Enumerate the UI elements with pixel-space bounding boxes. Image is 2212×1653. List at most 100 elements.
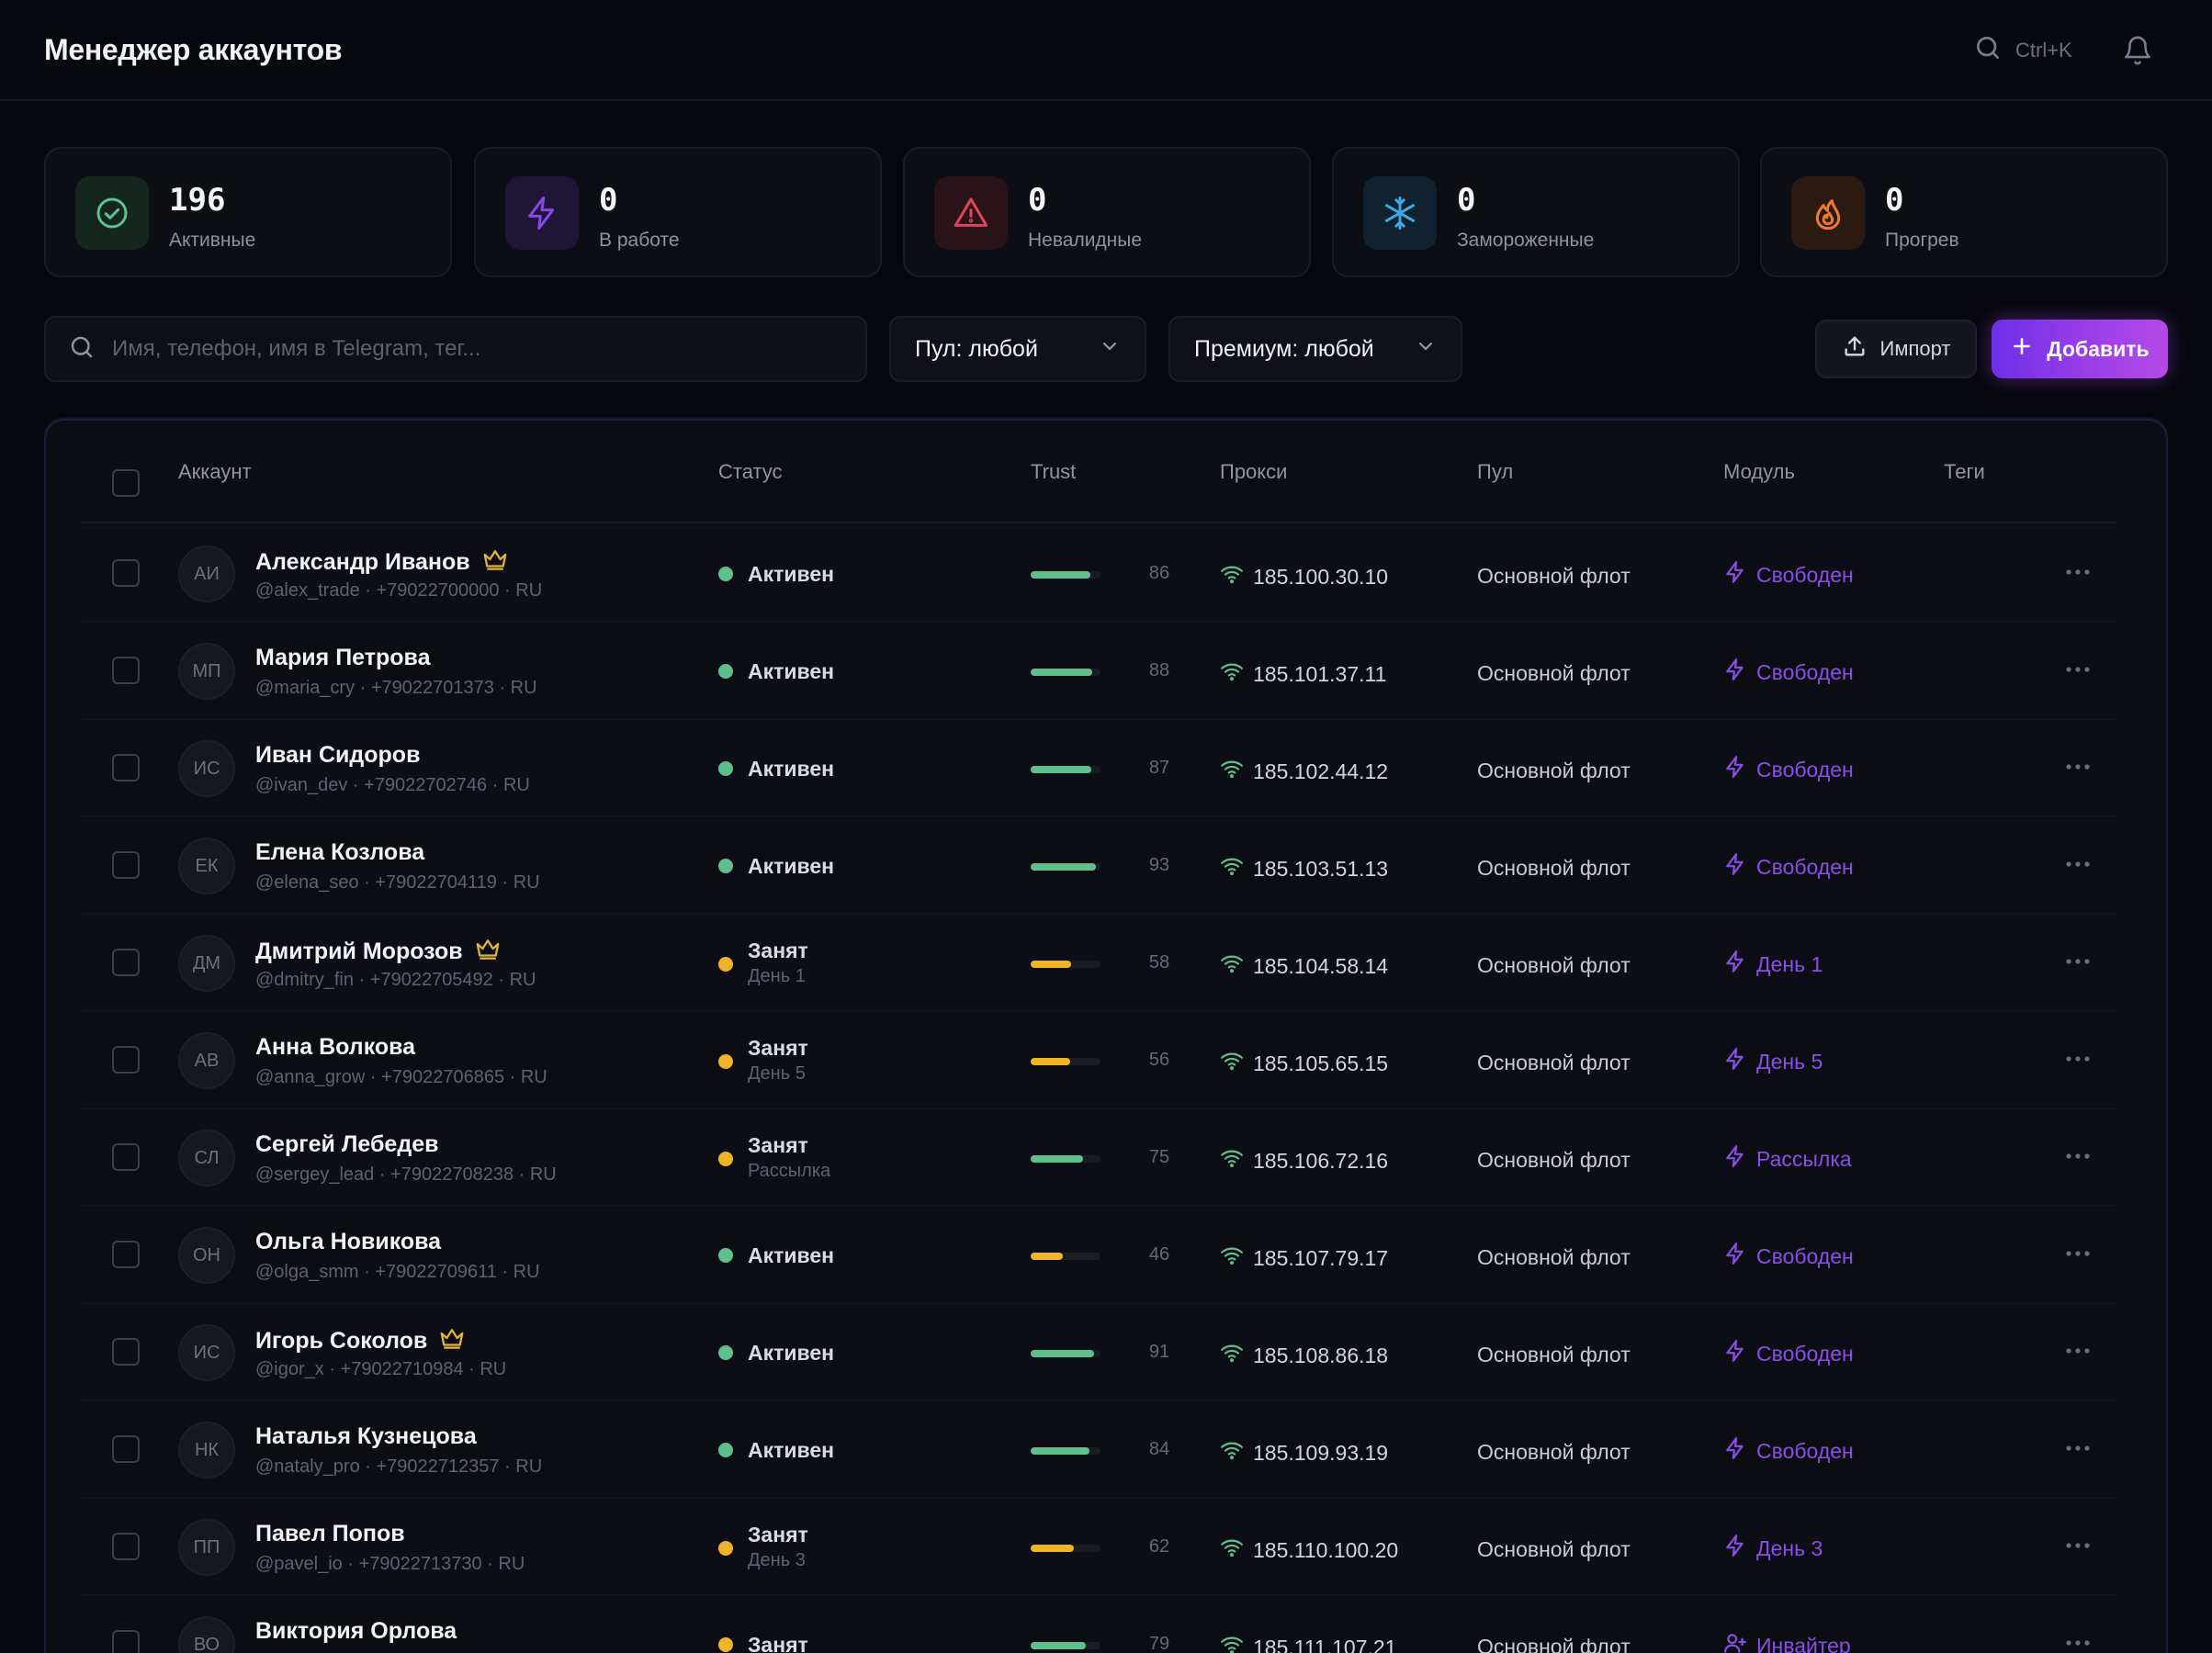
stat-card-invalid[interactable]: 0 Невалидные xyxy=(903,147,1311,277)
row-actions-button[interactable] xyxy=(2061,1629,2094,1653)
table-row[interactable]: ПП Павел Попов @pavel_io · +79022713730 · … xyxy=(81,1499,2116,1596)
row-checkbox[interactable] xyxy=(112,949,140,976)
notifications-button[interactable] xyxy=(2122,35,2153,71)
proxy-cell[interactable]: 185.104.58.14 xyxy=(1220,951,1388,981)
proxy-cell[interactable]: 185.109.93.19 xyxy=(1220,1438,1388,1467)
search-input[interactable] xyxy=(112,336,810,362)
module-link[interactable]: Свободен xyxy=(1723,560,1854,590)
wifi-icon xyxy=(1220,659,1244,689)
stat-card-frozen[interactable]: 0 Замороженные xyxy=(1332,147,1740,277)
module-link[interactable]: Инвайтер xyxy=(1723,1631,1851,1653)
module-link[interactable]: Рассылка xyxy=(1723,1144,1852,1174)
proxy-cell[interactable]: 185.101.37.11 xyxy=(1220,659,1386,689)
column-header-pool[interactable]: Пул xyxy=(1477,460,1514,483)
module-link[interactable]: День 3 xyxy=(1723,1534,1823,1563)
select-all-checkbox[interactable] xyxy=(112,469,140,497)
row-actions-button[interactable] xyxy=(2061,1142,2094,1170)
row-checkbox[interactable] xyxy=(112,1533,140,1560)
row-actions-button[interactable] xyxy=(2061,1045,2094,1073)
row-checkbox[interactable] xyxy=(112,754,140,782)
status-dot xyxy=(718,1637,733,1652)
account-name[interactable]: Елена Козлова xyxy=(255,839,424,866)
account-name[interactable]: Ольга Новикова xyxy=(255,1229,441,1255)
proxy-cell[interactable]: 185.105.65.15 xyxy=(1220,1049,1388,1078)
module-link[interactable]: Свободен xyxy=(1723,658,1854,687)
column-header-trust[interactable]: Trust xyxy=(1031,460,1077,483)
column-header-account[interactable]: Аккаунт xyxy=(178,460,252,483)
table-row[interactable]: ДМ Дмитрий Морозов @dmitry_fin · +79022705… xyxy=(81,915,2116,1012)
table-row[interactable]: ИС Игорь Соколов @igor_x · +79022710984 · … xyxy=(81,1304,2116,1401)
module-link[interactable]: Свободен xyxy=(1723,1242,1854,1271)
pool-filter-dropdown[interactable]: Пул: любой xyxy=(889,316,1146,382)
row-actions-button[interactable] xyxy=(2061,753,2094,781)
column-header-tags[interactable]: Теги xyxy=(1944,460,1985,483)
account-name[interactable]: Александр Иванов xyxy=(255,547,509,578)
account-name[interactable]: Виктория Орлова xyxy=(255,1618,457,1645)
row-checkbox[interactable] xyxy=(112,1046,140,1074)
premium-filter-dropdown[interactable]: Премиум: любой xyxy=(1168,316,1462,382)
row-actions-button[interactable] xyxy=(2061,850,2094,878)
table-row[interactable]: МП Мария Петрова @maria_cry · +79022701373… xyxy=(81,623,2116,720)
table-row[interactable]: СЛ Сергей Лебедев @sergey_lead · +79022708… xyxy=(81,1109,2116,1207)
table-row[interactable]: ИС Иван Сидоров @ivan_dev · +79022702746 ·… xyxy=(81,720,2116,817)
row-actions-button[interactable] xyxy=(2061,1532,2094,1559)
trust-value: 87 xyxy=(1148,758,1170,778)
module-link[interactable]: Свободен xyxy=(1723,852,1854,882)
proxy-cell[interactable]: 185.102.44.12 xyxy=(1220,757,1388,786)
row-checkbox[interactable] xyxy=(112,1241,140,1268)
row-checkbox[interactable] xyxy=(112,1143,140,1171)
table-row[interactable]: НК Наталья Кузнецова @nataly_pro · +790227… xyxy=(81,1401,2116,1499)
row-actions-button[interactable] xyxy=(2061,948,2094,975)
module-label: День 1 xyxy=(1756,951,1823,976)
column-header-proxy[interactable]: Прокси xyxy=(1220,460,1288,483)
proxy-cell[interactable]: 185.110.100.20 xyxy=(1220,1535,1398,1565)
row-actions-button[interactable] xyxy=(2061,1434,2094,1462)
wifi-icon xyxy=(1220,951,1244,981)
account-name[interactable]: Анна Волкова xyxy=(255,1034,415,1061)
proxy-cell[interactable]: 185.100.30.10 xyxy=(1220,562,1388,591)
module-link[interactable]: Свободен xyxy=(1723,1339,1854,1368)
account-name[interactable]: Дмитрий Морозов xyxy=(255,937,502,967)
table-row[interactable]: АВ Анна Волкова @anna_grow · +79022706865 … xyxy=(81,1012,2116,1109)
row-actions-button[interactable] xyxy=(2061,558,2094,586)
row-checkbox[interactable] xyxy=(112,657,140,684)
trust-bar xyxy=(1031,1447,1100,1455)
proxy-cell[interactable]: 185.107.79.17 xyxy=(1220,1243,1388,1273)
stat-card-in-work[interactable]: 0 В работе xyxy=(474,147,882,277)
account-name[interactable]: Игорь Соколов xyxy=(255,1326,466,1356)
global-search-button[interactable]: Ctrl+K xyxy=(1973,33,2072,67)
account-name[interactable]: Мария Петрова xyxy=(255,645,430,671)
proxy-cell[interactable]: 185.111.107.21 xyxy=(1220,1633,1396,1653)
column-header-status[interactable]: Статус xyxy=(718,460,783,483)
row-actions-button[interactable] xyxy=(2061,1337,2094,1365)
row-checkbox[interactable] xyxy=(112,1630,140,1653)
table-row[interactable]: ВО Виктория Орлова Занят 79 185.111.107.21 Ос… xyxy=(81,1596,2116,1653)
row-actions-button[interactable] xyxy=(2061,656,2094,683)
module-link[interactable]: День 1 xyxy=(1723,950,1823,979)
search-field[interactable] xyxy=(44,316,867,382)
account-name[interactable]: Павел Попов xyxy=(255,1521,405,1547)
row-checkbox[interactable] xyxy=(112,559,140,587)
stat-card-warmup[interactable]: 0 Прогрев xyxy=(1760,147,2168,277)
row-checkbox[interactable] xyxy=(112,851,140,879)
module-link[interactable]: Свободен xyxy=(1723,1436,1854,1466)
proxy-cell[interactable]: 185.103.51.13 xyxy=(1220,854,1388,883)
account-name[interactable]: Наталья Кузнецова xyxy=(255,1423,477,1450)
column-header-module[interactable]: Модуль xyxy=(1723,460,1795,483)
proxy-cell[interactable]: 185.108.86.18 xyxy=(1220,1341,1388,1370)
account-name[interactable]: Иван Сидоров xyxy=(255,742,420,769)
proxy-cell[interactable]: 185.106.72.16 xyxy=(1220,1146,1388,1175)
row-checkbox[interactable] xyxy=(112,1435,140,1463)
table-row[interactable]: ЕК Елена Козлова @elena_seo · +79022704119… xyxy=(81,817,2116,915)
table-row[interactable]: ОН Ольга Новикова @olga_smm · +79022709611… xyxy=(81,1207,2116,1304)
table-row[interactable]: АИ Александр Иванов @alex_trade · +7902270… xyxy=(81,525,2116,623)
module-link[interactable]: День 5 xyxy=(1723,1047,1823,1076)
module-link[interactable]: Свободен xyxy=(1723,755,1854,784)
add-account-button[interactable]: Добавить xyxy=(1992,320,2168,378)
stat-card-active[interactable]: 196 Активные xyxy=(44,147,452,277)
row-actions-button[interactable] xyxy=(2061,1240,2094,1267)
row-checkbox[interactable] xyxy=(112,1338,140,1366)
stat-value: 196 xyxy=(169,182,226,219)
import-button[interactable]: Импорт xyxy=(1815,320,1977,378)
account-name[interactable]: Сергей Лебедев xyxy=(255,1131,438,1158)
